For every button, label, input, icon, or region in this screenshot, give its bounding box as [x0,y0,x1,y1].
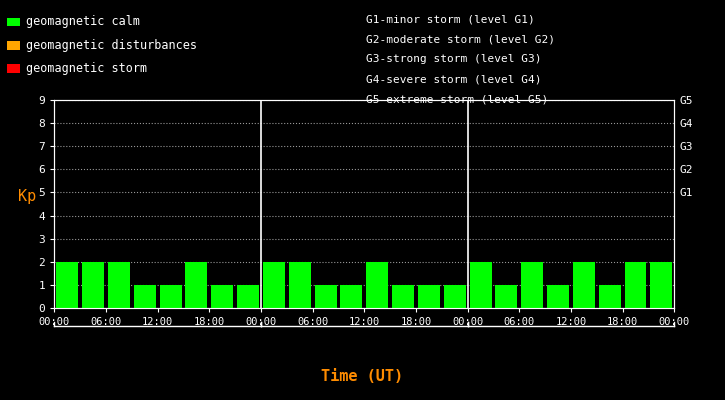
Bar [547,285,569,308]
Text: G3-strong storm (level G3): G3-strong storm (level G3) [366,54,542,64]
Bar [573,262,594,308]
Bar [444,285,465,308]
Text: geomagnetic calm: geomagnetic calm [26,16,140,28]
Bar [470,262,492,308]
Text: G2-moderate storm (level G2): G2-moderate storm (level G2) [366,34,555,44]
Bar [134,285,156,308]
Bar [495,285,518,308]
Text: geomagnetic storm: geomagnetic storm [26,62,147,75]
Bar [341,285,362,308]
Bar [392,285,414,308]
Bar [599,285,621,308]
Bar [237,285,259,308]
Bar [263,262,285,308]
Bar [160,285,181,308]
Bar [418,285,440,308]
Text: geomagnetic disturbances: geomagnetic disturbances [26,39,197,52]
Bar [186,262,207,308]
Bar [108,262,130,308]
Bar [315,285,336,308]
Bar [57,262,78,308]
Bar [289,262,311,308]
Bar [366,262,388,308]
Y-axis label: Kp: Kp [18,189,36,204]
Bar [82,262,104,308]
Text: G1-minor storm (level G1): G1-minor storm (level G1) [366,14,535,24]
Bar [624,262,647,308]
Text: G5-extreme storm (level G5): G5-extreme storm (level G5) [366,94,548,104]
Bar [211,285,233,308]
Bar [650,262,672,308]
Text: G4-severe storm (level G4): G4-severe storm (level G4) [366,74,542,84]
Text: Time (UT): Time (UT) [321,369,404,384]
Bar [521,262,543,308]
